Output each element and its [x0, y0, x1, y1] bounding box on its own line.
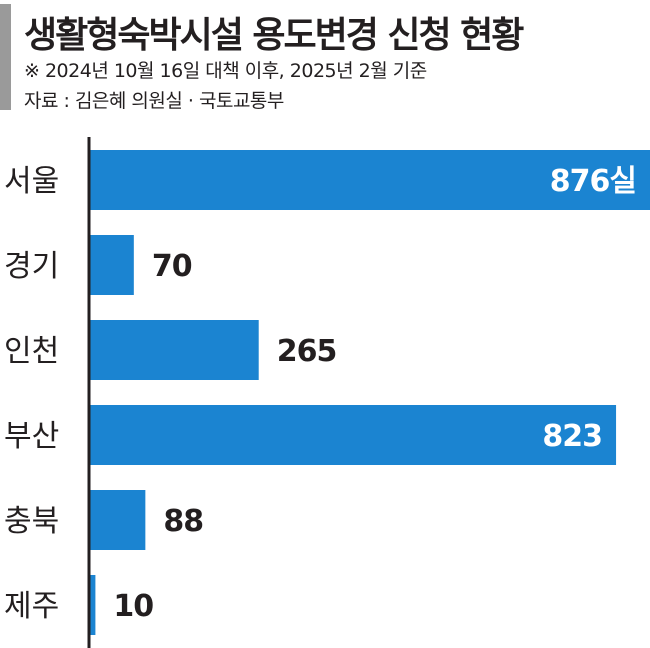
- bar-0: [89, 150, 650, 210]
- chart-header: 생활형숙박시설 용도변경 신청 현황 ※ 2024년 10월 16일 대책 이후…: [0, 0, 650, 120]
- bar-3: [89, 405, 617, 465]
- bar-2: [89, 320, 259, 380]
- value-label: 265: [277, 334, 337, 369]
- category-label: 경기: [4, 249, 59, 284]
- value-label: 10: [113, 589, 153, 624]
- chart-note: ※ 2024년 10월 16일 대책 이후, 2025년 2월 기준: [24, 60, 427, 82]
- value-label: 88: [163, 504, 203, 539]
- value-label: 823: [542, 419, 602, 454]
- category-label: 인천: [4, 334, 59, 369]
- value-label: 70: [152, 249, 192, 284]
- value-label: 876실: [550, 164, 636, 199]
- chart-title: 생활형숙박시설 용도변경 신청 현황: [24, 15, 524, 56]
- category-label: 충북: [4, 504, 59, 539]
- title-accent-bar: [0, 4, 11, 110]
- category-label: 제주: [4, 589, 59, 624]
- category-label: 부산: [4, 419, 59, 454]
- bar-4: [89, 490, 146, 550]
- bar-1: [89, 235, 134, 295]
- bar-5: [89, 575, 96, 635]
- chart-source: 자료 : 김은혜 의원실 · 국토교통부: [24, 90, 284, 112]
- category-label: 서울: [4, 164, 59, 199]
